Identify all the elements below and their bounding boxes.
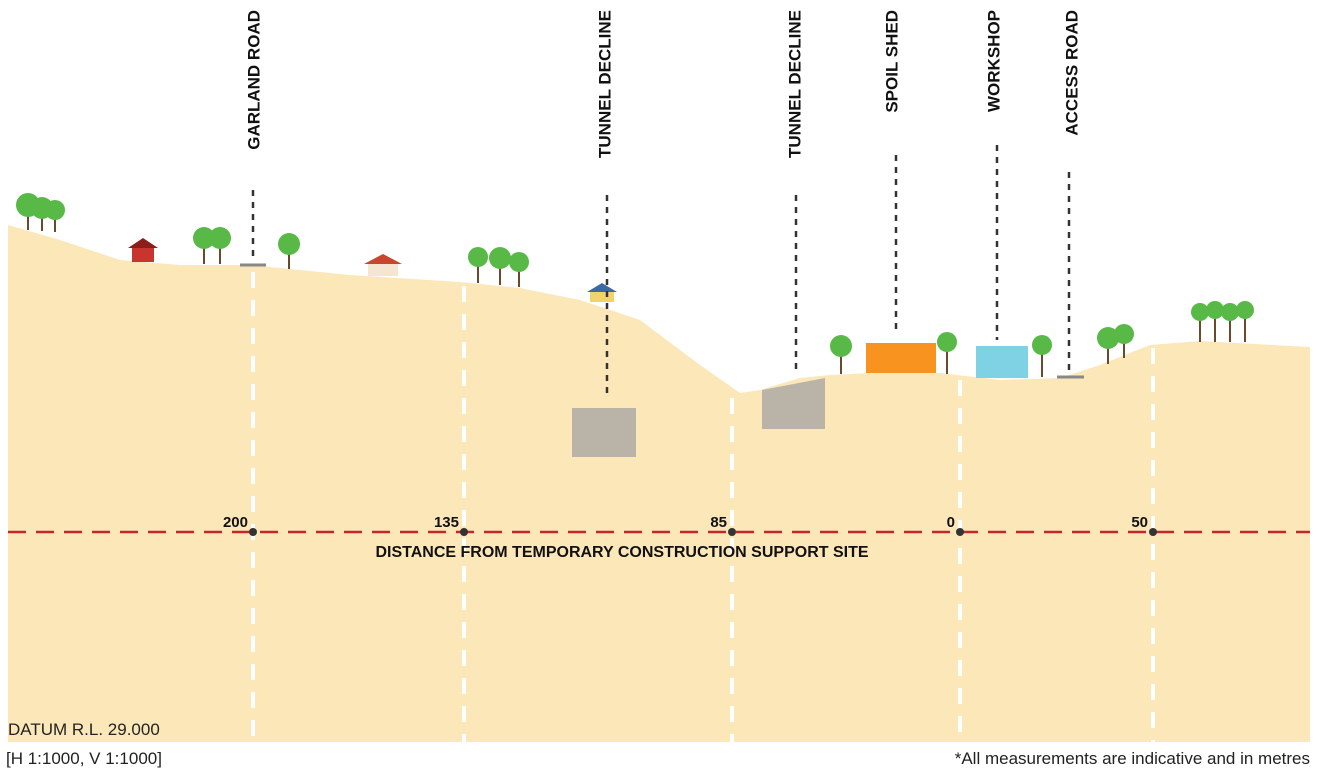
workshop <box>976 346 1028 378</box>
marker-label: WORKSHOP <box>984 10 1003 112</box>
spoil-shed <box>866 343 936 373</box>
ground <box>8 225 1310 742</box>
trees <box>16 193 1254 377</box>
distance-label: 0 <box>947 514 955 531</box>
footnote: *All measurements are indicative and in … <box>955 749 1310 768</box>
marker-label: ACCESS ROAD <box>1062 10 1081 136</box>
tunnel-portal <box>762 378 825 429</box>
distance-label: 200 <box>223 514 248 531</box>
datum: DATUM R.L. 29.000 <box>8 720 160 739</box>
tunnel-box <box>572 408 636 457</box>
distance-label: 85 <box>710 514 727 531</box>
leaders <box>251 145 1071 398</box>
scale: [H 1:1000, V 1:1000] <box>6 749 162 768</box>
distance-label: 135 <box>434 514 459 531</box>
distance-label: 50 <box>1131 514 1148 531</box>
distance-axis-label: DISTANCE FROM TEMPORARY CONSTRUCTION SUP… <box>375 544 868 561</box>
marker-label: TUNNEL DECLINE <box>595 10 614 158</box>
section-lines <box>251 272 1155 742</box>
marker-label: GARLAND ROAD <box>244 10 263 150</box>
marker-label: TUNNEL DECLINE <box>785 10 804 158</box>
marker-label: SPOIL SHED <box>882 10 901 113</box>
distance-points <box>249 528 1157 536</box>
